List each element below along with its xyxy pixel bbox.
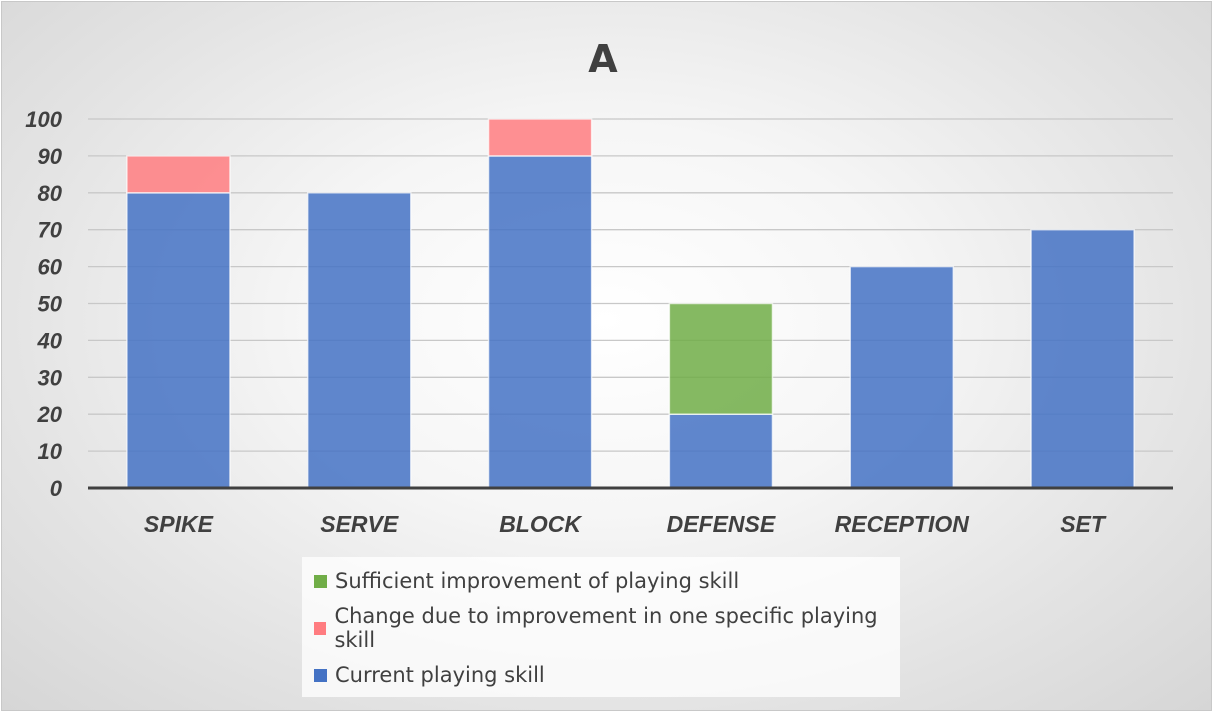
legend-swatch [314,668,327,682]
bar-segment [1030,228,1135,489]
y-tick-label: 70 [38,218,63,243]
x-tick-label: DEFENSE [667,511,776,537]
chart-title: A [588,37,618,81]
legend-item: Sufficient improvement of playing skill [314,566,739,596]
bar-segment [487,118,593,157]
x-tick-label: BLOCK [499,511,582,537]
y-tick-label: 0 [50,476,63,501]
y-tick-label: 10 [38,439,63,464]
bar-segment [487,155,593,489]
legend-label: Change due to improvement in one specifi… [334,604,878,652]
y-tick-label: 60 [38,255,63,280]
bars [126,118,1135,489]
legend-item: Change due to improvement in one specifi… [314,604,900,652]
legend-label: Current playing skill [335,663,545,687]
bar-segment [306,192,412,489]
legend: Sufficient improvement of playing skill C… [302,557,900,697]
x-tick-label: RECEPTION [835,511,970,537]
x-tick-label: SPIKE [144,511,214,537]
x-axis-ticks: SPIKE SERVE BLOCK DEFENSE RECEPTION SET [144,511,1107,537]
bar-segment [668,302,774,415]
legend-swatch [314,574,327,588]
y-axis-ticks: 0 10 20 30 40 50 60 70 80 90 100 [25,107,62,501]
x-tick-label: SET [1060,511,1107,537]
y-tick-label: 30 [38,365,63,390]
y-tick-label: 90 [38,144,63,169]
y-tick-label: 100 [25,107,62,132]
y-tick-label: 50 [38,292,63,317]
y-tick-label: 40 [37,328,63,353]
y-tick-label: 80 [38,181,63,206]
bar-segment [126,192,231,489]
legend-item: Current playing skill [314,660,545,690]
legend-swatch [314,621,327,635]
bar-segment [668,413,774,489]
bar-segment [849,265,955,489]
bar-segment [126,155,231,194]
y-tick-label: 20 [37,402,63,427]
legend-label: Sufficient improvement of playing skill [335,569,740,593]
gridlines [88,118,1173,452]
x-tick-label: SERVE [320,511,399,537]
